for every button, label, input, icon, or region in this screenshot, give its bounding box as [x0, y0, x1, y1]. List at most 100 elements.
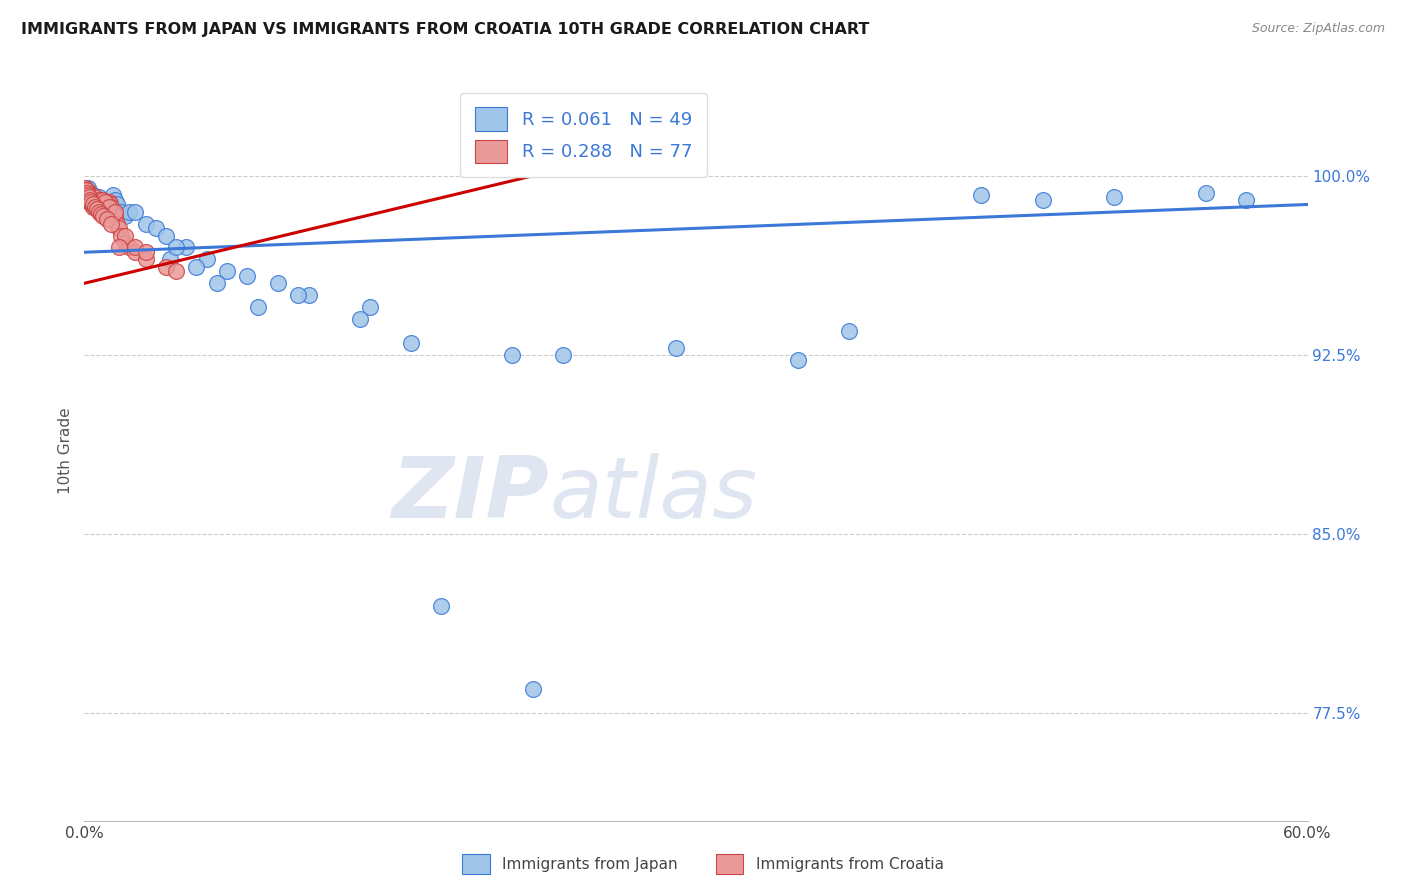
Point [86, 195, 108, 210]
Point [93, 197, 115, 211]
Point [205, 277, 228, 291]
Point [77, 193, 100, 207]
Point [287, 288, 309, 302]
Point [80, 188, 103, 202]
Point [93, 195, 115, 210]
Point [838, 324, 860, 338]
Point [76, 186, 98, 200]
Point [267, 277, 290, 291]
Point [79, 186, 101, 200]
Point [124, 245, 146, 260]
Point [186, 260, 208, 274]
Point [76, 188, 98, 202]
Point [502, 348, 524, 362]
Point [80, 197, 103, 211]
Point [93, 197, 115, 211]
Point [82, 193, 104, 207]
Point [104, 210, 127, 224]
Point [145, 221, 167, 235]
Point [349, 312, 371, 326]
Point [77, 188, 100, 202]
Point [1102, 190, 1125, 204]
Point [83, 195, 105, 210]
Point [118, 240, 141, 254]
Point [110, 204, 132, 219]
Point [787, 352, 810, 367]
Point [87, 193, 110, 207]
Point [83, 197, 105, 211]
Point [399, 336, 422, 351]
Point [87, 204, 110, 219]
Point [76, 183, 98, 197]
Point [114, 210, 136, 224]
Point [970, 188, 993, 202]
Point [84, 200, 107, 214]
Point [124, 204, 146, 219]
Point [97, 200, 120, 214]
Point [86, 197, 108, 211]
Point [165, 240, 187, 254]
Point [98, 197, 121, 211]
Point [1236, 193, 1258, 207]
Legend: Immigrants from Japan, Immigrants from Croatia: Immigrants from Japan, Immigrants from C… [457, 848, 949, 880]
Point [79, 193, 101, 207]
Text: IMMIGRANTS FROM JAPAN VS IMMIGRANTS FROM CROATIA 10TH GRADE CORRELATION CHART: IMMIGRANTS FROM JAPAN VS IMMIGRANTS FROM… [21, 22, 869, 37]
Point [124, 240, 146, 254]
Point [100, 195, 122, 210]
Point [90, 207, 112, 221]
Point [108, 240, 131, 254]
Point [97, 200, 120, 214]
Point [522, 682, 544, 697]
Point [217, 264, 239, 278]
Point [1032, 193, 1054, 207]
Point [79, 190, 101, 204]
Point [155, 260, 177, 274]
Point [82, 197, 104, 211]
Point [87, 195, 110, 210]
Point [246, 300, 269, 314]
Point [110, 228, 132, 243]
Point [84, 200, 107, 214]
Point [298, 288, 321, 302]
Point [86, 197, 108, 211]
Point [80, 195, 103, 210]
Point [430, 599, 453, 613]
Point [174, 240, 197, 254]
Text: Source: ZipAtlas.com: Source: ZipAtlas.com [1251, 22, 1385, 36]
Point [665, 341, 688, 355]
Point [86, 202, 108, 217]
Point [105, 217, 128, 231]
Text: ZIP: ZIP [391, 453, 550, 536]
Y-axis label: 10th Grade: 10th Grade [58, 407, 73, 494]
Point [101, 188, 124, 202]
Point [101, 204, 124, 219]
Point [83, 197, 105, 211]
Point [114, 228, 136, 243]
Point [75, 183, 97, 197]
Point [97, 195, 120, 210]
Point [155, 228, 177, 243]
Point [104, 204, 127, 219]
Point [77, 186, 100, 200]
Point [93, 200, 115, 214]
Point [159, 252, 181, 267]
Point [105, 197, 128, 211]
Point [79, 190, 101, 204]
Point [195, 252, 218, 267]
Point [90, 195, 112, 210]
Point [118, 204, 141, 219]
Point [90, 195, 112, 210]
Point [359, 300, 381, 314]
Point [1195, 186, 1218, 200]
Point [96, 204, 118, 219]
Point [90, 197, 112, 211]
Point [83, 193, 105, 207]
Point [236, 269, 259, 284]
Point [75, 186, 97, 200]
Point [100, 217, 122, 231]
Point [79, 186, 101, 200]
Point [80, 193, 103, 207]
Point [89, 197, 111, 211]
Point [135, 252, 157, 267]
Point [82, 200, 104, 214]
